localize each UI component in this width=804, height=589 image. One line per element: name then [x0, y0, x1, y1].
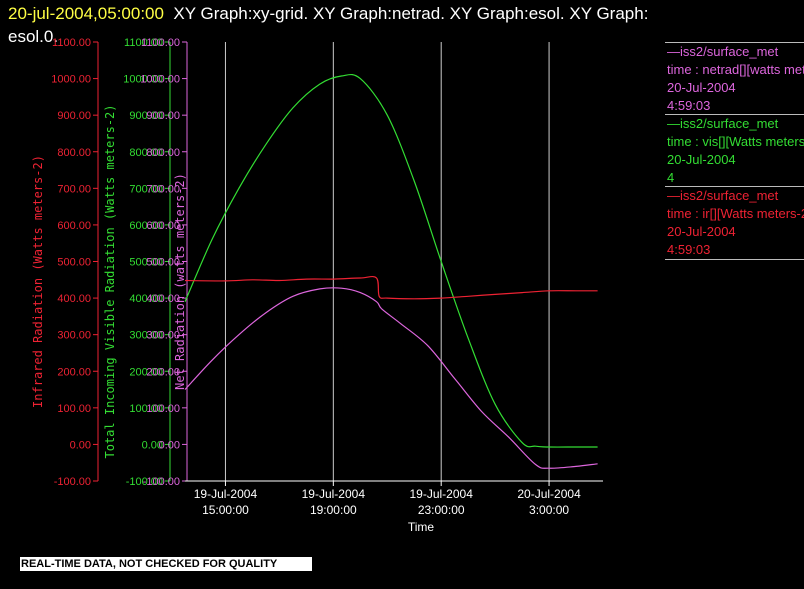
legend-source: —iss2/surface_met [667, 188, 779, 203]
y-tick-label: 500.00 [146, 257, 180, 269]
legend-date: 20-Jul-2004 [667, 152, 736, 167]
x-axis-title: Time [408, 520, 435, 534]
y-tick-label: 1000.00 [123, 74, 163, 86]
y-tick-label: 200.00 [57, 366, 91, 378]
y-tick-label: 0.00 [142, 439, 163, 451]
y-tick-label: 200.00 [129, 366, 163, 378]
legend-separator [665, 42, 804, 43]
y-tick-label: 300.00 [146, 330, 180, 342]
y-tick-label: 300.00 [57, 330, 91, 342]
y-tick-label: 900.00 [146, 110, 180, 122]
series-line-vis [184, 73, 598, 448]
y-tick-label: 800.00 [146, 147, 180, 159]
legend-variable: time : ir[][Watts meters-2] [667, 206, 804, 221]
y-tick-label: 800.00 [129, 147, 163, 159]
y-tick-label: 1100.00 [141, 37, 180, 49]
y-tick-label: 100.00 [146, 403, 180, 415]
legend-separator [665, 186, 804, 187]
y-tick-label: 300.00 [129, 330, 163, 342]
y-tick-label: 0.00 [70, 439, 91, 451]
title-graph-list: XY Graph:xy-grid. XY Graph:netrad. XY Gr… [173, 4, 649, 23]
legend-time: 4 [667, 170, 675, 185]
y-tick-label: 500.00 [129, 257, 163, 269]
legend-entry-netrad: —iss2/surface_met time : netrad[][watts … [665, 42, 804, 115]
y-axis-label: Total Incoming Visible Radiation (Watts … [103, 104, 117, 458]
y-tick-label: 600.00 [57, 220, 91, 232]
y-tick-label: 1000.00 [140, 74, 180, 86]
x-tick-label: 19-Jul-2004 [410, 487, 474, 501]
y-axis-label: Net Radiation (watts meters-2) [173, 173, 187, 390]
y-tick-label: 900.00 [57, 110, 91, 122]
y-tick-label: 100.00 [57, 403, 91, 415]
y-tick-label: -100.00 [126, 476, 163, 488]
x-tick-label: 3:00:00 [529, 503, 569, 517]
y-tick-label: 1000.00 [51, 74, 91, 86]
legend-separator [665, 259, 804, 260]
x-tick-label: 15:00:00 [202, 503, 249, 517]
series-line-netrad [184, 287, 598, 469]
y-tick-label: 900.00 [129, 110, 163, 122]
y-tick-label: 500.00 [57, 257, 91, 269]
data-quality-notice: REAL-TIME DATA, NOT CHECKED FOR QUALITY [20, 557, 312, 571]
legend-source: —iss2/surface_met [667, 116, 779, 131]
y-tick-label: 600.00 [146, 220, 180, 232]
y-tick-label: 600.00 [129, 220, 163, 232]
series-line-ir [184, 275, 598, 300]
legend-separator [665, 114, 804, 115]
y-tick-label: 400.00 [129, 293, 163, 305]
y-tick-label: 700.00 [146, 183, 180, 195]
y-tick-label: 100.00 [129, 403, 163, 415]
y-tick-label: 1100.00 [52, 37, 91, 49]
chart-title: 20-jul-2004,05:00:00 XY Graph:xy-grid. X… [8, 2, 798, 48]
y-tick-label: 700.00 [129, 183, 163, 195]
y-tick-label: 1100.00 [124, 37, 163, 49]
x-tick-label: 19-Jul-2004 [194, 487, 258, 501]
x-tick-label: 20-Jul-2004 [517, 487, 581, 501]
y-tick-label: -100.00 [54, 476, 91, 488]
y-tick-label: 800.00 [57, 147, 91, 159]
y-tick-label: 400.00 [57, 293, 91, 305]
x-tick-label: 23:00:00 [418, 503, 465, 517]
title-graph-list-cont: esol.0. [8, 27, 59, 46]
legend-date: 20-Jul-2004 [667, 80, 736, 95]
x-tick-label: 19:00:00 [310, 503, 357, 517]
y-tick-label: 700.00 [57, 183, 91, 195]
legend-entry-vis: —iss2/surface_met time : vis[][Watts met… [665, 114, 804, 187]
legend-source: —iss2/surface_met [667, 44, 779, 59]
y-tick-label: 200.00 [146, 366, 180, 378]
legend-time: 4:59:03 [667, 242, 711, 257]
legend-time: 4:59:03 [667, 98, 711, 113]
y-axis-label: Infrared Radiation (Watts meters-2) [31, 155, 45, 408]
title-timestamp: 20-jul-2004,05:00:00 [8, 4, 164, 23]
x-tick-label: 19-Jul-2004 [302, 487, 366, 501]
y-tick-label: -100.00 [143, 476, 180, 488]
legend-date: 20-Jul-2004 [667, 224, 736, 239]
legend-variable: time : netrad[][watts meters-2] [667, 62, 804, 77]
legend-variable: time : vis[][Watts meters-2] [667, 134, 804, 149]
legend-entry-ir: —iss2/surface_met time : ir[][Watts mete… [665, 186, 804, 260]
y-tick-label: 400.00 [146, 293, 180, 305]
y-tick-label: 0.00 [159, 439, 180, 451]
